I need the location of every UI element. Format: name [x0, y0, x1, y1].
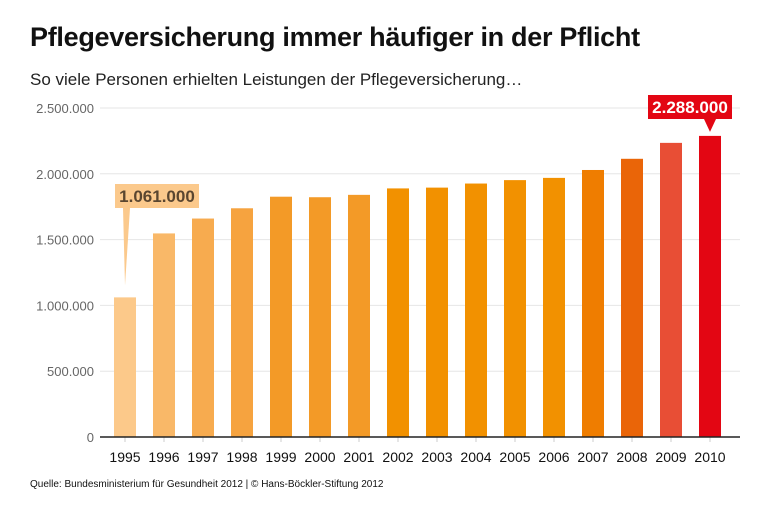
y-tick-label: 1.000.000	[36, 298, 94, 313]
x-tick-label: 2008	[616, 449, 647, 465]
x-tick-label: 1995	[109, 449, 140, 465]
bar-2000	[309, 197, 331, 437]
x-tick-label: 1997	[187, 449, 218, 465]
x-tick-label: 2007	[577, 449, 608, 465]
bar-1999	[270, 196, 292, 437]
callout-box	[115, 184, 199, 208]
bar-2006	[543, 177, 565, 438]
bar-2008	[621, 158, 643, 437]
bar-1995	[114, 297, 136, 437]
callout-box	[648, 95, 732, 119]
chart-title: Pflegeversicherung immer häufiger in der…	[30, 22, 640, 52]
x-tick-label: 1998	[226, 449, 257, 465]
callout-pointer	[123, 208, 130, 286]
bar-2009	[660, 142, 682, 437]
x-tick-label: 1996	[148, 449, 179, 465]
x-tick-label: 2004	[460, 449, 491, 465]
callout-pointer	[704, 119, 716, 132]
source-note: Quelle: Bundesministerium für Gesundheit…	[30, 479, 384, 490]
bar-1998	[231, 208, 253, 437]
x-tick-label: 2010	[694, 449, 725, 465]
x-tick-label: 2000	[304, 449, 335, 465]
y-tick-label: 0	[87, 430, 94, 445]
y-tick-label: 2.000.000	[36, 167, 94, 182]
x-tick-label: 2002	[382, 449, 413, 465]
bar-2007	[582, 169, 604, 438]
x-tick-label: 2009	[655, 449, 686, 465]
bar-2004	[465, 183, 487, 437]
x-tick-label: 1999	[265, 449, 296, 465]
callout-label: 2.288.000	[652, 98, 728, 117]
y-tick-label: 2.500.000	[36, 101, 94, 116]
x-tick-label: 2006	[538, 449, 569, 465]
bar-1996	[153, 233, 175, 437]
x-tick-label: 2003	[421, 449, 452, 465]
bar-2010	[699, 135, 721, 437]
callout-label: 1.061.000	[119, 187, 195, 206]
bar-2002	[387, 188, 409, 437]
bar-1997	[192, 218, 214, 437]
bar-2003	[426, 187, 448, 437]
y-tick-label: 1.500.000	[36, 233, 94, 248]
x-tick-label: 2001	[343, 449, 374, 465]
chart-subtitle: So viele Personen erhielten Leistungen d…	[30, 70, 523, 89]
bar-2005	[504, 180, 526, 437]
y-tick-label: 500.000	[47, 364, 94, 379]
bar-2001	[348, 194, 370, 437]
x-tick-label: 2005	[499, 449, 530, 465]
